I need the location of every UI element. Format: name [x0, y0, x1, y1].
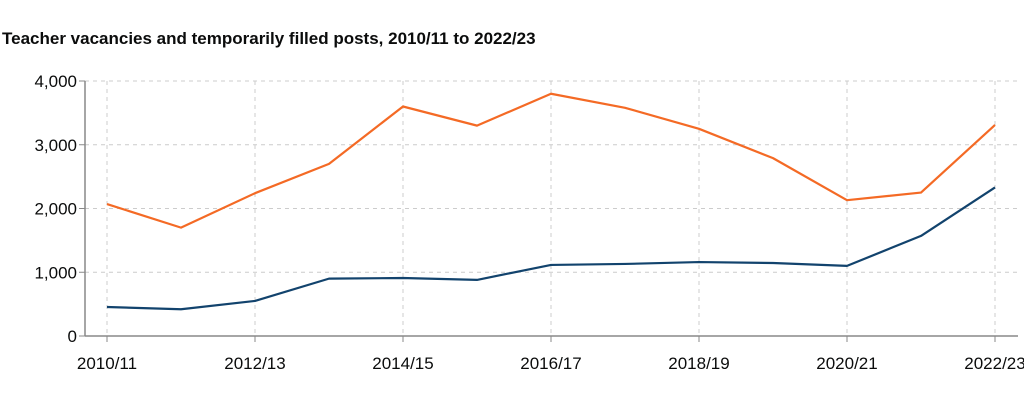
y-tick-label: 4,000 [34, 72, 77, 91]
y-tick-label: 1,000 [34, 263, 77, 282]
x-tick-label: 2016/17 [520, 354, 581, 373]
y-tick-label: 3,000 [34, 136, 77, 155]
y-tick-label: 2,000 [34, 200, 77, 219]
x-tick-label: 2018/19 [668, 354, 729, 373]
x-tick-label: 2010/11 [77, 354, 137, 373]
x-tick-label: 2020/21 [816, 354, 877, 373]
x-tick-label: 2012/13 [224, 354, 285, 373]
y-tick-label: 0 [68, 327, 77, 346]
chart-title: Teacher vacancies and temporarily filled… [2, 29, 536, 48]
x-tick-label: 2022/23 [964, 354, 1024, 373]
series-line-1 [106, 92, 996, 229]
x-tick-label: 2014/15 [372, 354, 433, 373]
series-line-2 [106, 186, 996, 311]
